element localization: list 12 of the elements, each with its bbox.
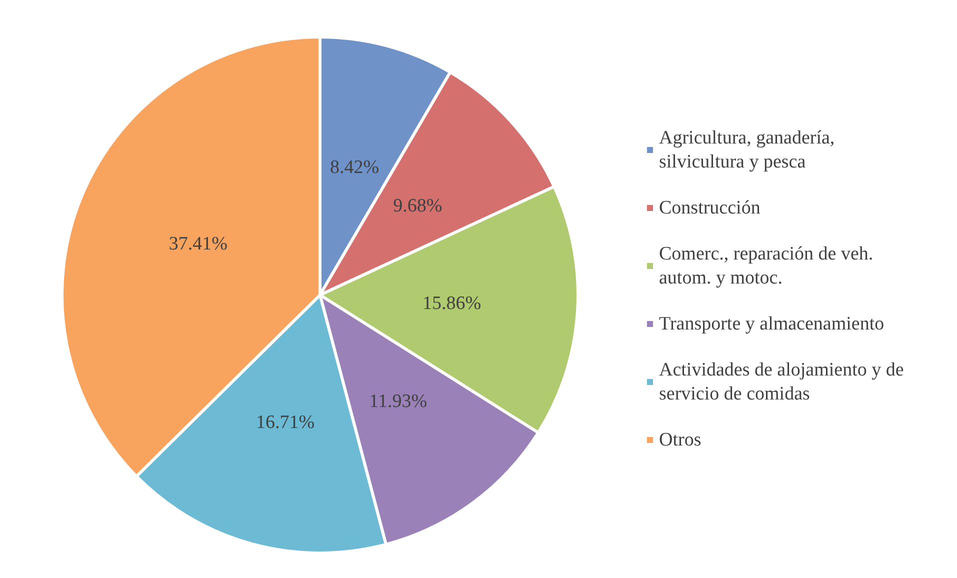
legend-label: Comerc., reparación de veh. autom. y motoc.	[659, 244, 878, 288]
data-label: 16.71%	[256, 412, 315, 433]
legend-label: Construcción	[659, 198, 761, 218]
data-label: 9.68%	[393, 196, 442, 217]
legend-label: Actividades de alojamiento y de servicio de comidas	[659, 360, 909, 404]
legend-label: Otros	[659, 430, 702, 450]
data-label: 37.41%	[168, 234, 228, 255]
legend-label: Agricultura, ganadería, silvicultura y pesca	[659, 128, 840, 172]
legend-label: Transporte y almacenamiento	[659, 314, 884, 334]
data-label: 8.42%	[330, 157, 380, 178]
data-label: 15.86%	[422, 293, 482, 314]
data-label: 11.93%	[369, 390, 428, 412]
